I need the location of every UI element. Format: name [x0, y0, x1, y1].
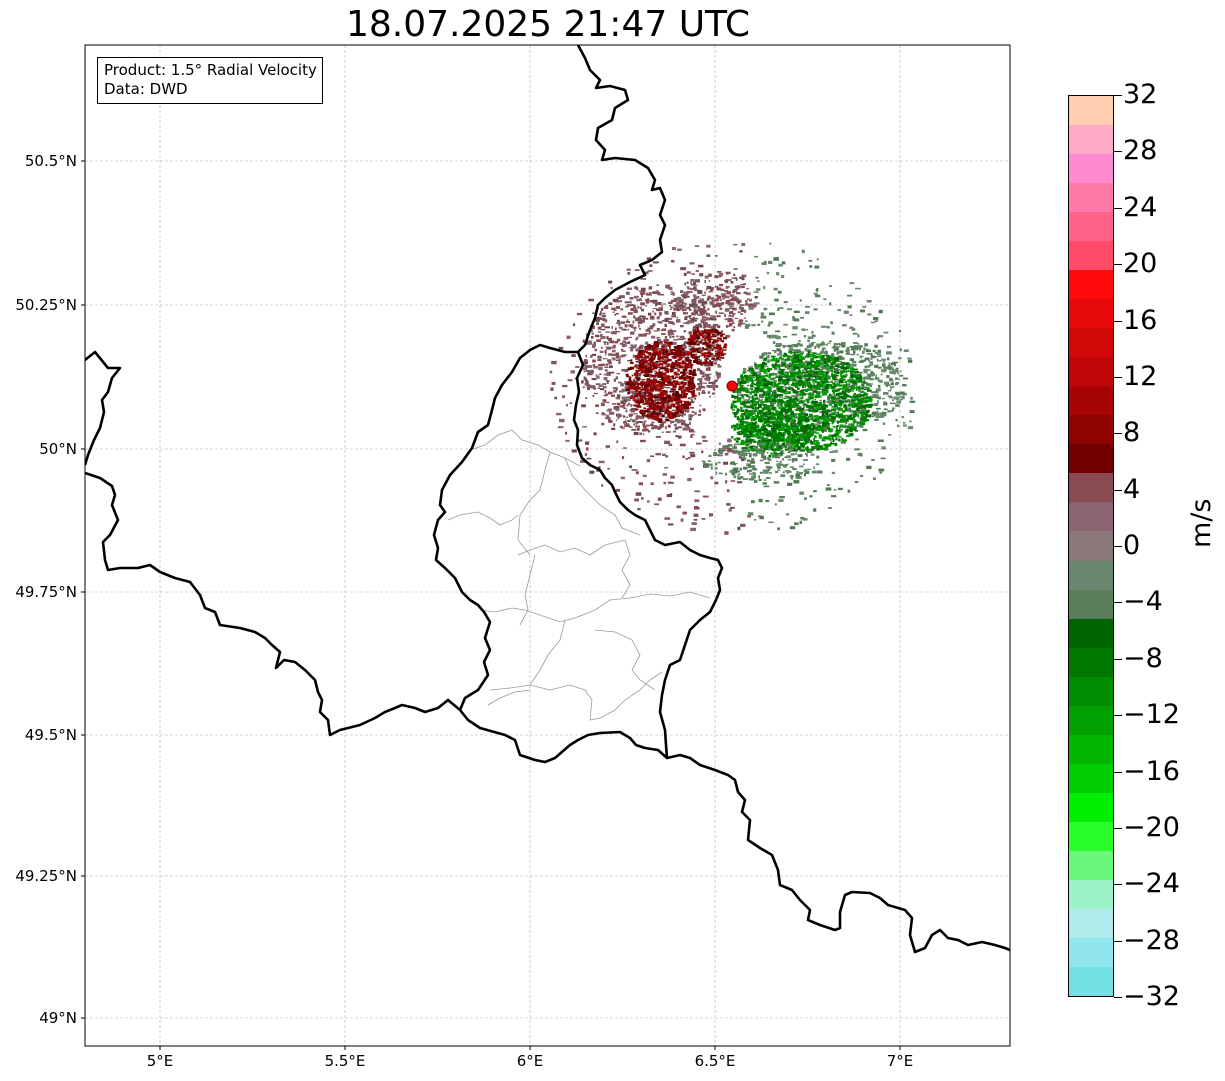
lat-tick-label: 49.75°N — [15, 583, 77, 601]
lat-tick-label: 50.25°N — [15, 296, 77, 314]
colorbar-tick — [1114, 546, 1122, 547]
colorbar-segment — [1069, 444, 1113, 474]
lon-tick-label: 6.5°E — [694, 1052, 736, 1070]
colorbar-tick-label: 20 — [1123, 248, 1158, 280]
lat-tick-label: 50°N — [39, 440, 77, 458]
axis-ticks — [81, 160, 901, 1050]
colorbar-tick — [1114, 658, 1122, 660]
lon-tick-label: 5°E — [146, 1052, 174, 1070]
lat-tick-label: 49.25°N — [15, 867, 77, 885]
colorbar-segment — [1069, 473, 1113, 503]
colorbar-segment — [1069, 589, 1113, 619]
colorbar-tick — [1114, 489, 1122, 491]
colorbar-segment — [1069, 154, 1113, 184]
colorbar-tick — [1114, 95, 1122, 96]
colorbar-segment — [1069, 850, 1113, 880]
colorbar-segment — [1069, 183, 1113, 213]
colorbar-tick-label: 0 — [1123, 530, 1141, 561]
colorbar-tick — [1114, 827, 1122, 829]
colorbar-tick-label: 4 — [1123, 473, 1141, 505]
colorbar — [1068, 95, 1114, 997]
lon-tick-label: 7°E — [886, 1052, 914, 1070]
colorbar-segment — [1069, 299, 1113, 329]
lat-tick-label: 50.5°N — [24, 152, 77, 170]
colorbar-tick-label: −12 — [1123, 699, 1180, 731]
colorbar-tick-label: −4 — [1123, 586, 1163, 618]
colorbar-segment — [1069, 647, 1113, 677]
data-source-label: Data: DWD — [104, 80, 188, 98]
product-info-box: Product: 1.5° Radial Velocity Data: DWD — [97, 57, 323, 104]
colorbar-segment — [1069, 328, 1113, 358]
colorbar-tick — [1114, 320, 1122, 322]
colorbar-tick-label: −24 — [1123, 868, 1180, 900]
colorbar-segment — [1069, 560, 1113, 590]
colorbar-segment — [1069, 357, 1113, 387]
colorbar-tick-label: 24 — [1123, 191, 1158, 223]
colorbar-tick — [1114, 376, 1122, 378]
colorbar-segment — [1069, 270, 1113, 300]
colorbar-tick — [1114, 997, 1122, 998]
colorbar-segment — [1069, 241, 1113, 271]
lon-tick-label: 6°E — [516, 1052, 544, 1070]
colorbar-tick — [1114, 884, 1122, 886]
canton-borders — [447, 429, 711, 721]
colorbar-segment — [1069, 821, 1113, 851]
colorbar-segment — [1069, 966, 1113, 996]
colorbar-segment — [1069, 676, 1113, 706]
plot-area — [85, 45, 1010, 1046]
colorbar-segment — [1069, 705, 1113, 735]
colorbar-segment — [1069, 618, 1113, 648]
colorbar-segment — [1069, 531, 1113, 561]
colorbar-segment — [1069, 937, 1113, 967]
colorbar-segment — [1069, 502, 1113, 532]
colorbar-tick-label: 8 — [1123, 417, 1141, 449]
colorbar-tick-label: −28 — [1123, 924, 1180, 956]
colorbar-segment — [1069, 96, 1113, 126]
radar-site-marker — [726, 380, 738, 392]
colorbar-segment — [1069, 879, 1113, 909]
colorbar-tick — [1114, 602, 1122, 604]
colorbar-segment — [1069, 125, 1113, 155]
colorbar-segment — [1069, 415, 1113, 445]
colorbar-segment — [1069, 908, 1113, 938]
colorbar-tick — [1114, 433, 1122, 435]
lat-tick-label: 49.5°N — [24, 726, 77, 744]
colorbar-tick — [1114, 207, 1122, 209]
colorbar-tick-label: −20 — [1123, 811, 1180, 843]
colorbar-tick-label: 28 — [1123, 135, 1158, 167]
colorbar-segment — [1069, 212, 1113, 242]
lon-tick-label: 5.5°E — [324, 1052, 366, 1070]
colorbar-segment — [1069, 386, 1113, 416]
colorbar-tick-label: 32 — [1123, 79, 1158, 110]
colorbar-tick — [1114, 264, 1122, 266]
colorbar-segment — [1069, 763, 1113, 793]
map-title: 18.07.2025 21:47 UTC — [345, 4, 751, 45]
colorbar-tick — [1114, 940, 1122, 942]
colorbar-tick-label: 16 — [1123, 304, 1158, 336]
colorbar-unit-label: m/s — [1186, 498, 1217, 548]
colorbar-tick — [1114, 771, 1122, 773]
colorbar-tick-label: 12 — [1123, 360, 1158, 392]
radar-echoes — [549, 242, 916, 535]
colorbar-segment — [1069, 734, 1113, 764]
colorbar-segment — [1069, 792, 1113, 822]
colorbar-tick-label: −16 — [1123, 755, 1180, 787]
colorbar-tick — [1114, 715, 1122, 717]
national-borders — [85, 45, 1010, 954]
colorbar-tick — [1114, 151, 1122, 153]
colorbar-tick-label: −32 — [1123, 981, 1180, 1012]
product-label: Product: 1.5° Radial Velocity — [104, 61, 317, 79]
colorbar-tick-label: −8 — [1123, 642, 1163, 674]
gridlines — [85, 45, 1010, 1046]
lat-tick-label: 49°N — [39, 1009, 77, 1027]
